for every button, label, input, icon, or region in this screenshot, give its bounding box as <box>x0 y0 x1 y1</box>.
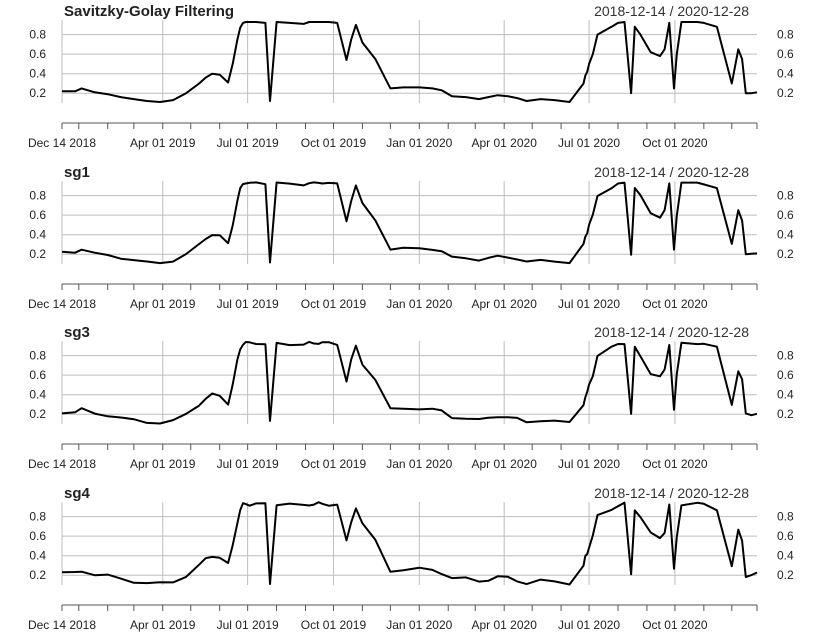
x-tick-label: Dec 14 2018 <box>28 457 96 471</box>
x-tick-label: Jul 01 2019 <box>217 297 279 311</box>
y-tick-label-right: 0.8 <box>777 349 794 363</box>
x-tick-label: Apr 01 2019 <box>130 618 196 632</box>
y-tick-label-left: 0.6 <box>29 368 46 382</box>
x-tick-label: Jan 01 2020 <box>386 618 452 632</box>
x-tick-label: Dec 14 2018 <box>28 136 96 150</box>
x-tick-label: Apr 01 2019 <box>130 136 196 150</box>
x-tick-label: Oct 01 2020 <box>642 618 708 632</box>
x-tick-label: Oct 01 2019 <box>301 457 367 471</box>
x-tick-label: Oct 01 2019 <box>301 297 367 311</box>
y-tick-label-right: 0.4 <box>777 388 794 402</box>
series-line <box>61 340 758 425</box>
panel-range-label: 2018-12-14 / 2020-12-28 <box>594 485 749 501</box>
series-line <box>61 181 758 265</box>
series-line <box>62 21 758 103</box>
y-tick-label-left: 0.2 <box>29 568 46 582</box>
x-tick-label: Oct 01 2020 <box>642 136 708 150</box>
y-tick-label-right: 0.6 <box>777 208 794 222</box>
y-tick-label-right: 0.6 <box>777 368 794 382</box>
x-tick-label: Oct 01 2020 <box>642 457 708 471</box>
x-tick-label: Dec 14 2018 <box>28 297 96 311</box>
panel-title: Savitzky-Golay Filtering <box>64 3 234 20</box>
y-tick-label-left: 0.4 <box>29 228 46 242</box>
x-tick-label: Dec 14 2018 <box>28 618 96 632</box>
y-tick-label-left: 0.8 <box>29 510 46 524</box>
x-tick-label: Apr 01 2020 <box>471 457 537 471</box>
x-tick-label: Apr 01 2019 <box>130 457 196 471</box>
x-tick-label: Jul 01 2019 <box>217 136 279 150</box>
y-tick-label-left: 0.2 <box>29 247 46 261</box>
y-tick-label-right: 0.8 <box>777 189 794 203</box>
y-tick-label-right: 0.2 <box>777 407 794 421</box>
y-tick-label-right: 0.4 <box>777 228 794 242</box>
y-tick-label-left: 0.6 <box>29 47 46 61</box>
y-tick-label-left: 0.8 <box>29 28 46 42</box>
x-tick-label: Apr 01 2020 <box>471 136 537 150</box>
panel-title: sg1 <box>64 164 90 181</box>
y-tick-label-right: 0.4 <box>777 549 794 563</box>
panel-title: sg4 <box>64 485 91 502</box>
y-tick-label-right: 0.2 <box>777 86 794 100</box>
x-tick-label: Jul 01 2020 <box>558 457 620 471</box>
x-tick-label: Apr 01 2019 <box>130 297 196 311</box>
x-tick-label: Jul 01 2020 <box>558 297 620 311</box>
panel-range-label: 2018-12-14 / 2020-12-28 <box>594 3 749 19</box>
y-tick-label-left: 0.4 <box>29 67 46 81</box>
panel-range-label: 2018-12-14 / 2020-12-28 <box>594 164 749 180</box>
y-tick-label-right: 0.8 <box>777 510 794 524</box>
x-tick-label: Oct 01 2019 <box>301 618 367 632</box>
x-tick-label: Jul 01 2020 <box>558 618 620 632</box>
x-tick-label: Jan 01 2020 <box>386 457 452 471</box>
y-tick-label-right: 0.4 <box>777 67 794 81</box>
y-tick-label-right: 0.2 <box>777 247 794 261</box>
x-tick-label: Jul 01 2020 <box>558 136 620 150</box>
x-tick-label: Oct 01 2019 <box>301 136 367 150</box>
x-tick-label: Jul 01 2019 <box>217 457 279 471</box>
y-tick-label-left: 0.2 <box>29 407 46 421</box>
x-tick-label: Jan 01 2020 <box>386 297 452 311</box>
y-tick-label-left: 0.8 <box>29 349 46 363</box>
y-tick-label-right: 0.8 <box>777 28 794 42</box>
y-tick-label-right: 0.6 <box>777 529 794 543</box>
panel-range-label: 2018-12-14 / 2020-12-28 <box>594 324 749 340</box>
x-tick-label: Oct 01 2020 <box>642 297 708 311</box>
panel-title: sg3 <box>64 324 90 341</box>
y-tick-label-left: 0.6 <box>29 529 46 543</box>
y-tick-label-right: 0.6 <box>777 47 794 61</box>
y-tick-label-left: 0.4 <box>29 549 46 563</box>
y-tick-label-right: 0.2 <box>777 568 794 582</box>
y-tick-label-left: 0.8 <box>29 189 46 203</box>
y-tick-label-left: 0.6 <box>29 208 46 222</box>
x-tick-label: Apr 01 2020 <box>471 618 537 632</box>
y-tick-label-left: 0.4 <box>29 388 46 402</box>
x-tick-label: Apr 01 2020 <box>471 297 537 311</box>
x-tick-label: Jan 01 2020 <box>386 136 452 150</box>
y-tick-label-left: 0.2 <box>29 86 46 100</box>
x-tick-label: Jul 01 2019 <box>217 618 279 632</box>
series-line <box>61 501 758 586</box>
